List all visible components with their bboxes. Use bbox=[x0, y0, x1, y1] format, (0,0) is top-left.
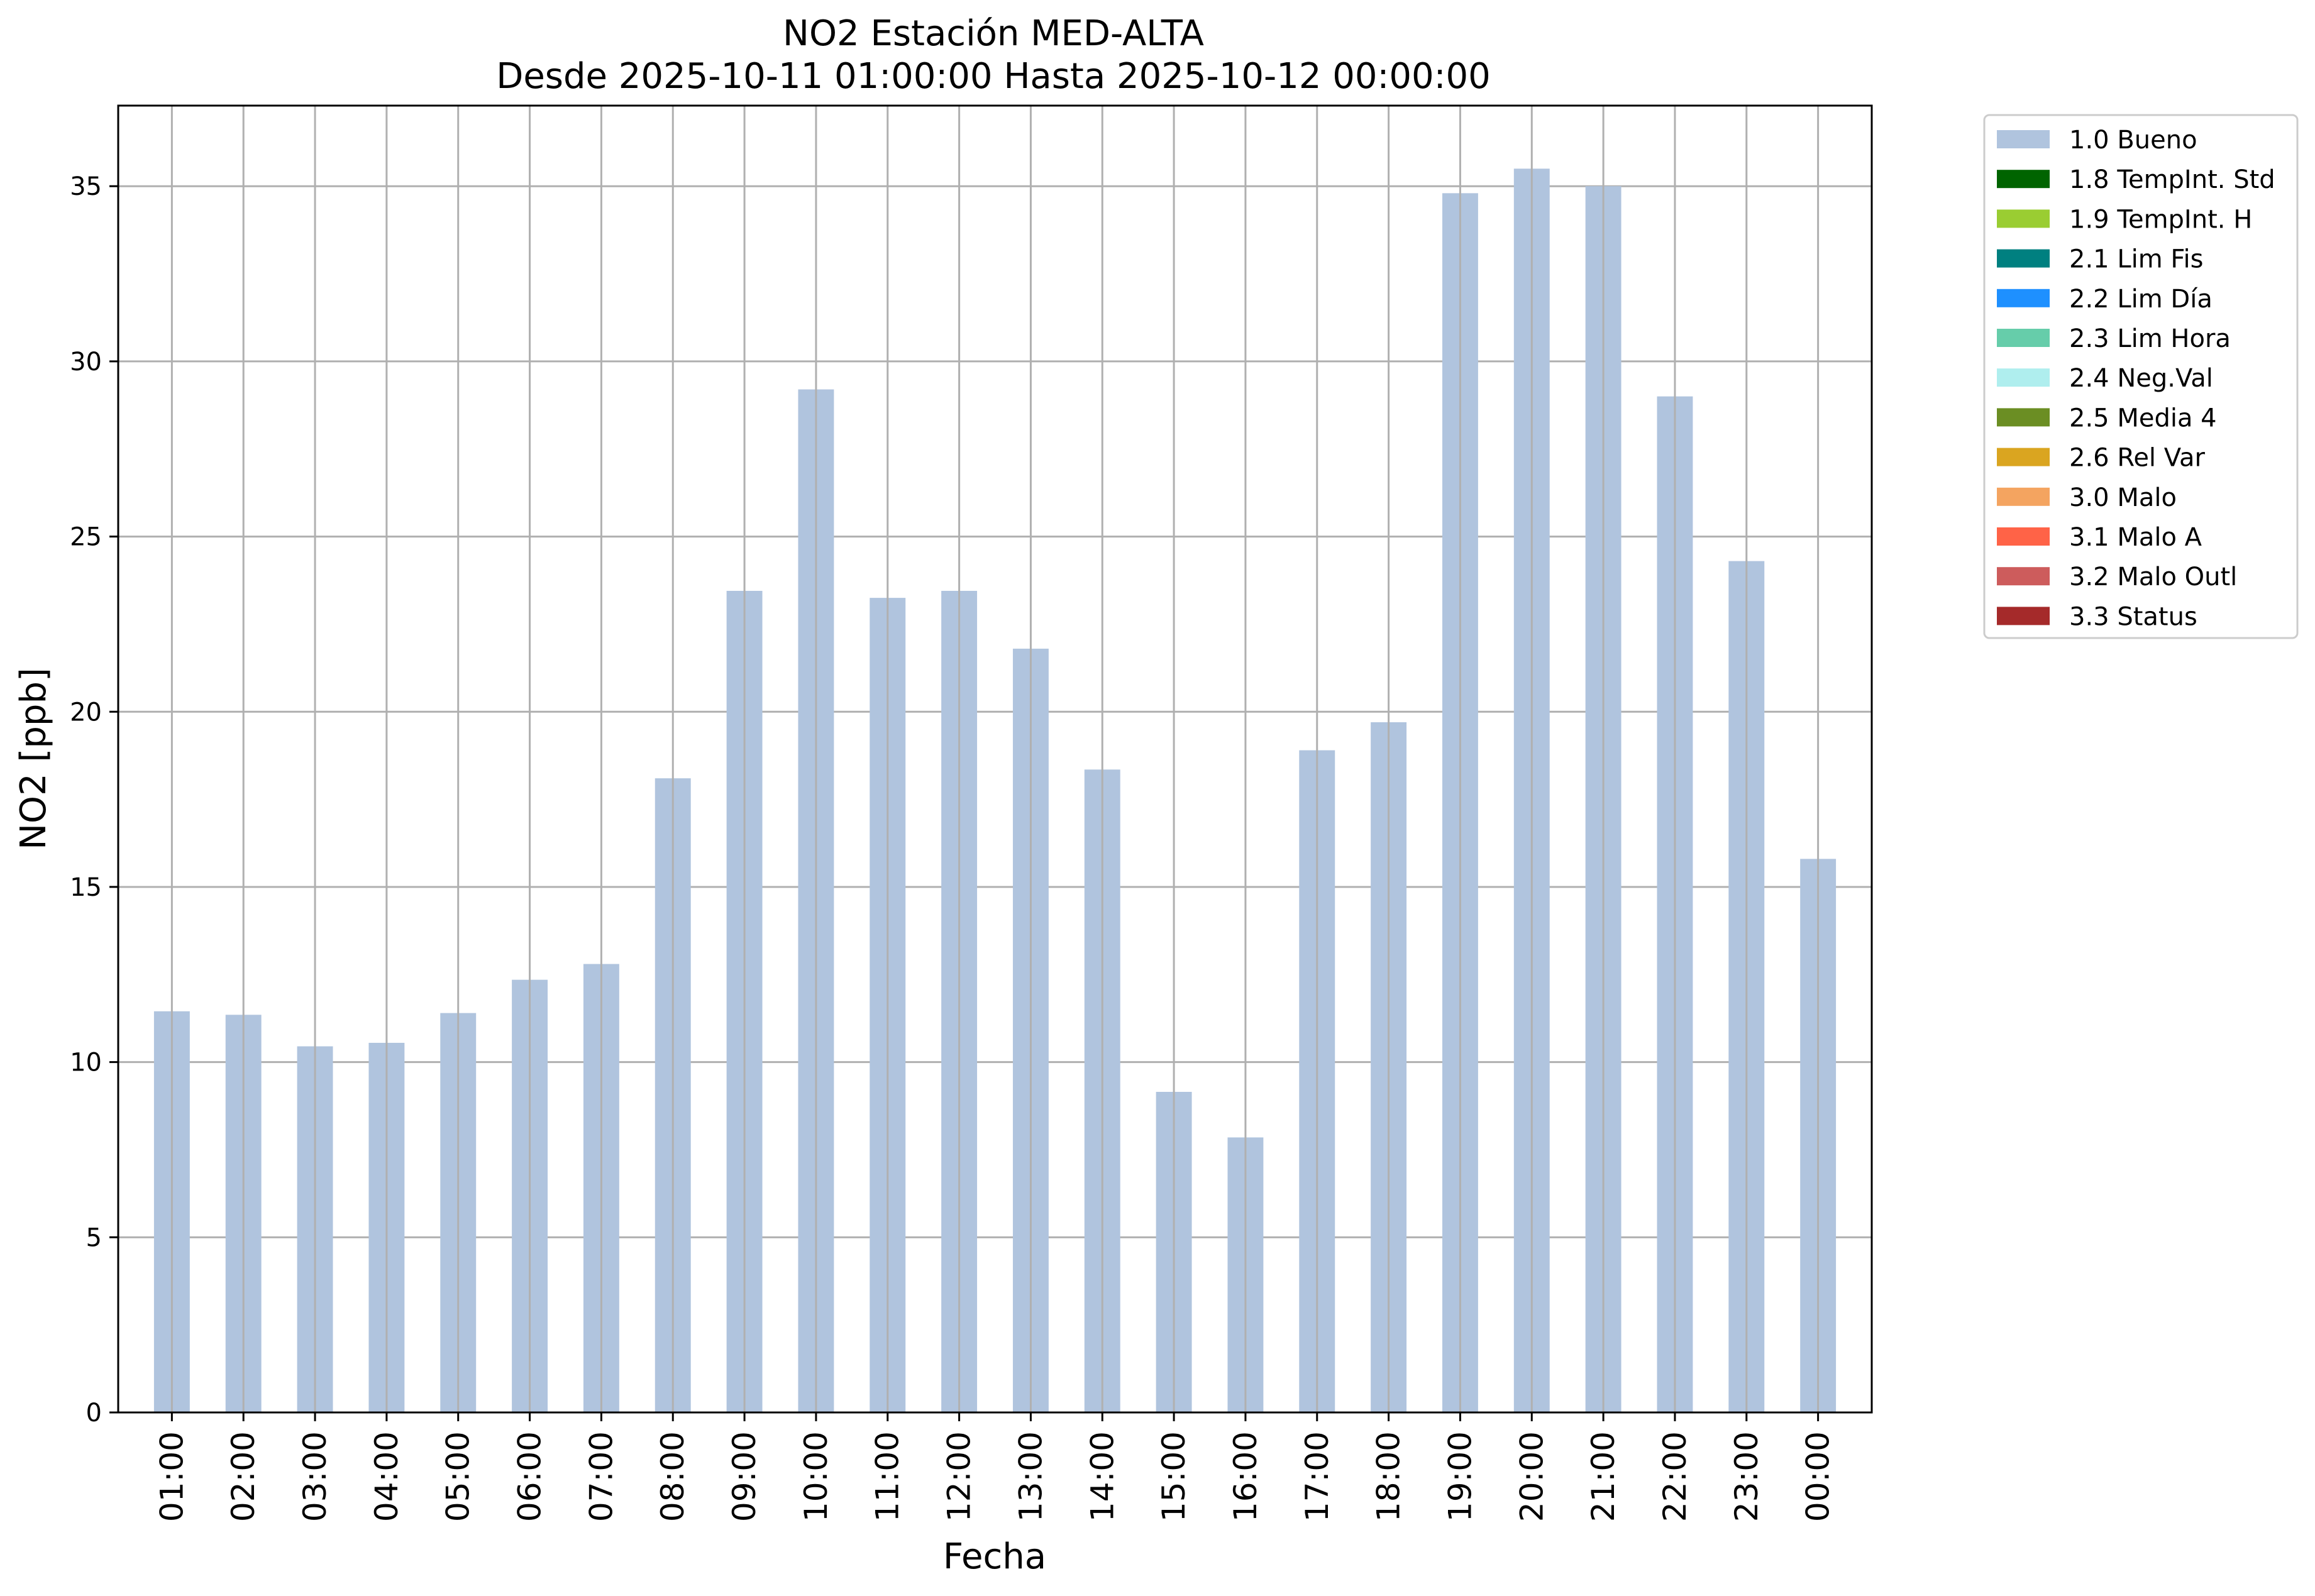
y-tick-label: 10 bbox=[70, 1048, 102, 1077]
x-tick-label: 11:00 bbox=[870, 1431, 906, 1522]
legend-swatch bbox=[1997, 329, 2050, 347]
legend-swatch bbox=[1997, 527, 2050, 546]
legend-label: 1.8 TempInt. Std bbox=[2069, 165, 2275, 194]
x-tick-label: 19:00 bbox=[1442, 1431, 1478, 1522]
x-tick-label: 16:00 bbox=[1227, 1431, 1264, 1522]
legend-box bbox=[1983, 114, 2299, 639]
x-tick-label: 23:00 bbox=[1728, 1431, 1765, 1522]
y-tick-label: 15 bbox=[70, 873, 102, 902]
legend-swatch bbox=[1997, 130, 2050, 148]
x-tick-label: 20:00 bbox=[1513, 1431, 1550, 1522]
y-axis-ticks: 0 5 10 15 20 25 30 35 bbox=[70, 172, 118, 1428]
x-tick-label: 08:00 bbox=[655, 1431, 691, 1522]
y-axis-label: NO2 [ppb] bbox=[13, 668, 54, 850]
legend-label: 2.6 Rel Var bbox=[2069, 444, 2206, 473]
legend-label: 3.0 Malo bbox=[2069, 483, 2177, 512]
x-tick-label: 10:00 bbox=[798, 1431, 834, 1522]
legend-label: 1.0 Bueno bbox=[2069, 126, 2197, 155]
legend-swatch bbox=[1997, 448, 2050, 466]
chart-title: NO2 Estación MED-ALTA bbox=[783, 13, 1204, 54]
legend-label: 1.9 TempInt. H bbox=[2069, 205, 2252, 234]
x-tick-label: 15:00 bbox=[1156, 1431, 1192, 1522]
legend-swatch bbox=[1997, 487, 2050, 506]
legend-label: 3.2 Malo Outl bbox=[2069, 563, 2237, 592]
grid bbox=[118, 185, 1872, 1414]
y-tick-label: 30 bbox=[70, 348, 102, 377]
legend-swatch bbox=[1997, 368, 2050, 387]
legend-swatch bbox=[1997, 607, 2050, 625]
x-axis-ticks: 01:00 02:00 03:00 04:00 05:00 06:00 07:00 08:00… bbox=[153, 1412, 1837, 1522]
x-tick-label: 09:00 bbox=[726, 1431, 763, 1522]
legend-swatch bbox=[1997, 209, 2050, 228]
x-tick-label: 07:00 bbox=[583, 1431, 619, 1522]
legend-swatch bbox=[1997, 249, 2050, 268]
y-tick-label: 20 bbox=[70, 698, 102, 727]
legend-label: 3.1 Malo A bbox=[2069, 523, 2202, 552]
legend-label: 2.4 Neg.Val bbox=[2069, 364, 2213, 393]
legend-label: 2.3 Lim Hora bbox=[2069, 324, 2231, 353]
x-tick-label: 05:00 bbox=[440, 1431, 477, 1522]
legend-swatch bbox=[1997, 408, 2050, 427]
x-tick-label: 03:00 bbox=[297, 1431, 333, 1522]
y-tick-label: 35 bbox=[70, 172, 102, 201]
x-tick-label: 17:00 bbox=[1299, 1431, 1335, 1522]
x-axis-label: Fecha bbox=[943, 1536, 1046, 1577]
x-tick-label: 04:00 bbox=[368, 1431, 405, 1522]
plot-frame bbox=[117, 104, 1873, 1414]
legend-swatch bbox=[1997, 289, 2050, 307]
x-tick-label: 02:00 bbox=[225, 1431, 262, 1522]
legend-swatch bbox=[1997, 170, 2050, 189]
x-tick-label: 12:00 bbox=[941, 1431, 978, 1522]
y-tick-label: 25 bbox=[70, 523, 102, 552]
vertical-grid bbox=[170, 106, 1820, 1412]
x-tick-label: 22:00 bbox=[1657, 1431, 1693, 1522]
y-tick-label: 5 bbox=[86, 1223, 102, 1252]
legend-label: 2.2 Lim Día bbox=[2069, 285, 2213, 314]
x-tick-label: 21:00 bbox=[1585, 1431, 1622, 1522]
legend-label: 2.5 Media 4 bbox=[2069, 404, 2217, 432]
x-tick-label: 14:00 bbox=[1084, 1431, 1120, 1522]
bars bbox=[153, 168, 1837, 1413]
legend-label: 3.3 Status bbox=[2069, 602, 2197, 631]
legend: 1.0 Bueno 1.8 TempInt. Std 1.9 TempInt. H 2… bbox=[1983, 114, 2299, 639]
y-tick-label: 0 bbox=[86, 1399, 102, 1428]
chart-subtitle: Desde 2025-10-11 01:00:00 Hasta 2025-10-… bbox=[496, 56, 1491, 97]
legend-swatch bbox=[1997, 567, 2050, 586]
x-tick-label: 18:00 bbox=[1371, 1431, 1407, 1522]
x-tick-label: 13:00 bbox=[1012, 1431, 1049, 1522]
x-tick-label: 01:00 bbox=[153, 1431, 190, 1522]
x-tick-label: 00:00 bbox=[1800, 1431, 1837, 1522]
legend-label: 2.1 Lim Fis bbox=[2069, 245, 2203, 274]
x-tick-label: 06:00 bbox=[512, 1431, 548, 1522]
